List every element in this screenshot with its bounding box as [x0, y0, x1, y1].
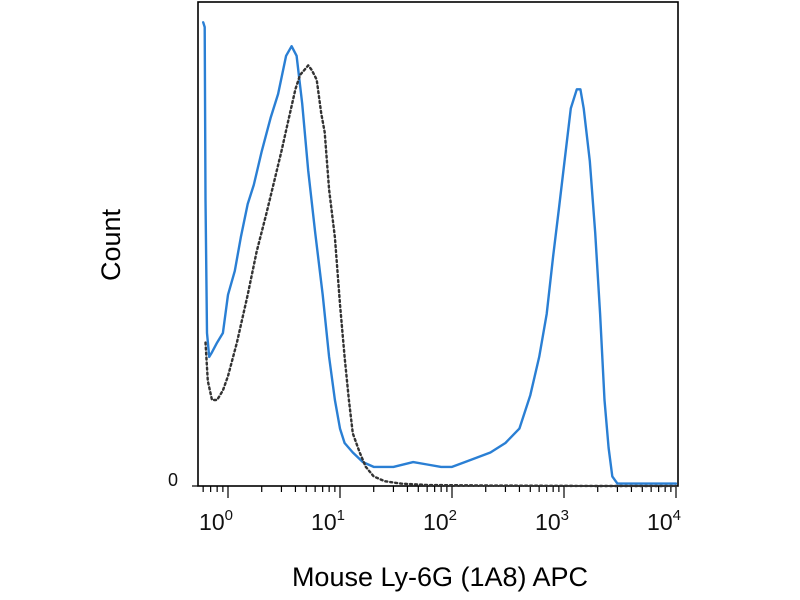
x-tick-label: 104	[647, 507, 681, 535]
x-tick-label: 101	[311, 507, 345, 535]
series-line-dotted	[204, 64, 678, 488]
y-zero-tick-label: 0	[168, 470, 178, 490]
series-line-solid	[201, 21, 678, 485]
x-tick-label: 100	[199, 507, 233, 535]
x-tick-label: 103	[535, 507, 569, 535]
x-tick-label: 102	[423, 507, 457, 535]
x-axis-ticks	[192, 485, 677, 498]
plot-frame	[197, 1, 679, 487]
series-layer	[201, 21, 678, 488]
y-axis-label: Count	[96, 208, 126, 281]
x-tick-labels: 100 101 102 103 104	[199, 507, 681, 535]
x-axis-label: Mouse Ly-6G (1A8) APC	[292, 562, 588, 592]
